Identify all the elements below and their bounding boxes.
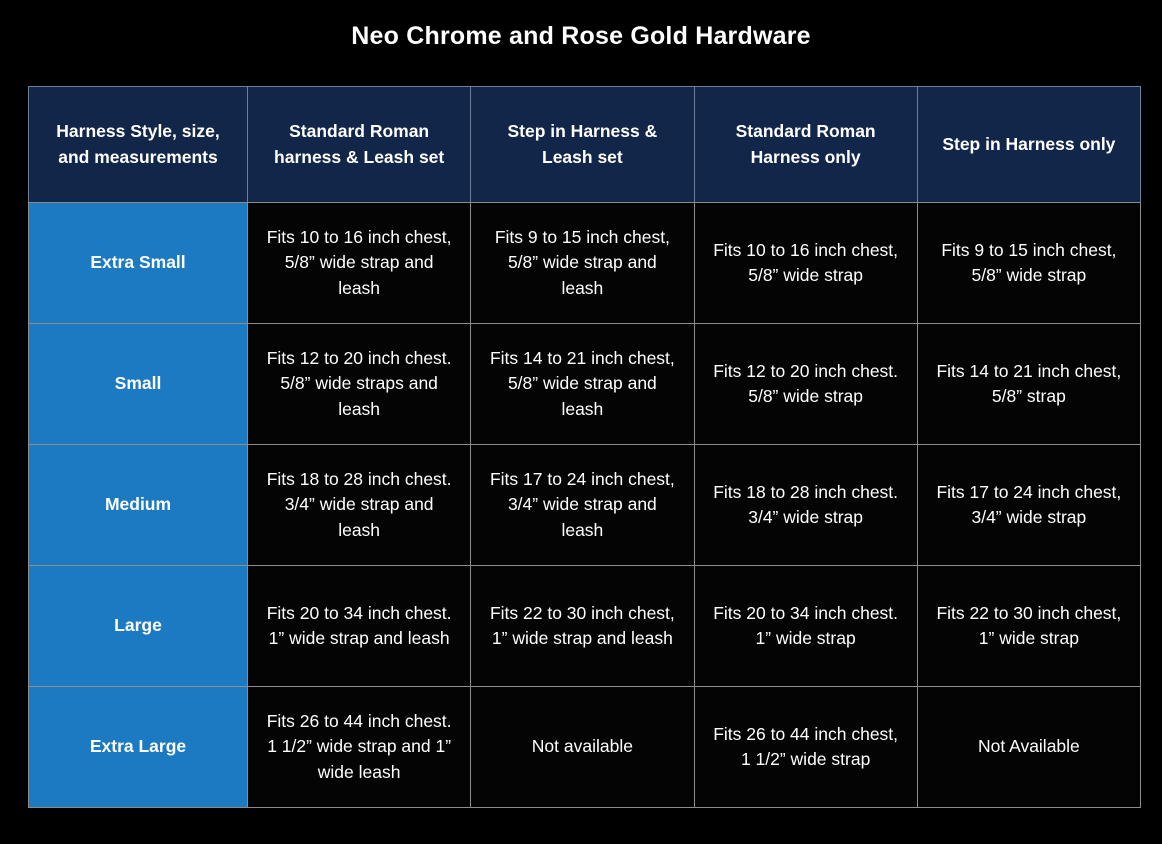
spec-cell: Not available [470, 686, 695, 808]
row-extra-large: Extra Large Fits 26 to 44 inch chest. 1 … [28, 686, 1142, 808]
header-cell-standard-roman-only: Standard Roman Harness only [693, 86, 918, 203]
row-large: Large Fits 20 to 34 inch chest. 1” wide … [28, 565, 1142, 687]
size-label-cell: Medium [28, 444, 248, 566]
spec-cell: Fits 26 to 44 inch chest. 1 1/2” wide st… [246, 686, 472, 808]
header-row: Harness Style, size, and measurements St… [28, 86, 1142, 203]
spec-cell: Fits 9 to 15 inch chest, 5/8” wide strap… [470, 202, 695, 324]
size-label-cell: Small [28, 323, 248, 445]
spec-cell: Fits 10 to 16 inch chest, 5/8” wide stra… [693, 202, 918, 324]
header-cell-standard-roman-set: Standard Roman harness & Leash set [246, 86, 472, 203]
spec-cell: Fits 20 to 34 inch chest. 1” wide strap … [246, 565, 472, 687]
header-cell-step-in-only: Step in Harness only [916, 86, 1142, 203]
spec-cell: Fits 14 to 21 inch chest, 5/8” wide stra… [470, 323, 695, 445]
spec-cell: Fits 9 to 15 inch chest, 5/8” wide strap [916, 202, 1142, 324]
spec-cell: Fits 12 to 20 inch chest. 5/8” wide stra… [246, 323, 472, 445]
row-small: Small Fits 12 to 20 inch chest. 5/8” wid… [28, 323, 1142, 445]
spec-cell: Fits 22 to 30 inch chest, 1” wide strap [916, 565, 1142, 687]
spec-cell: Fits 22 to 30 inch chest, 1” wide strap … [470, 565, 695, 687]
row-medium: Medium Fits 18 to 28 inch chest. 3/4” wi… [28, 444, 1142, 566]
size-label-cell: Extra Large [28, 686, 248, 808]
spec-cell: Not Available [916, 686, 1142, 808]
spec-cell: Fits 14 to 21 inch chest, 5/8” strap [916, 323, 1142, 445]
spec-cell: Fits 17 to 24 inch chest, 3/4” wide stra… [470, 444, 695, 566]
row-extra-small: Extra Small Fits 10 to 16 inch chest, 5/… [28, 202, 1142, 324]
spec-cell: Fits 12 to 20 inch chest. 5/8” wide stra… [693, 323, 918, 445]
spec-cell: Fits 20 to 34 inch chest. 1” wide strap [693, 565, 918, 687]
spec-cell: Fits 18 to 28 inch chest. 3/4” wide stra… [246, 444, 472, 566]
page-title: Neo Chrome and Rose Gold Hardware [351, 22, 811, 50]
spec-cell: Fits 10 to 16 inch chest, 5/8” wide stra… [246, 202, 472, 324]
size-chart-table: Harness Style, size, and measurements St… [28, 86, 1142, 808]
header-cell-harness-style: Harness Style, size, and measurements [28, 86, 248, 203]
header-cell-step-in-set: Step in Harness & Leash set [470, 86, 695, 203]
spec-cell: Fits 18 to 28 inch chest. 3/4” wide stra… [693, 444, 918, 566]
spec-cell: Fits 17 to 24 inch chest, 3/4” wide stra… [916, 444, 1142, 566]
spec-cell: Fits 26 to 44 inch chest, 1 1/2” wide st… [693, 686, 918, 808]
size-label-cell: Large [28, 565, 248, 687]
size-label-cell: Extra Small [28, 202, 248, 324]
